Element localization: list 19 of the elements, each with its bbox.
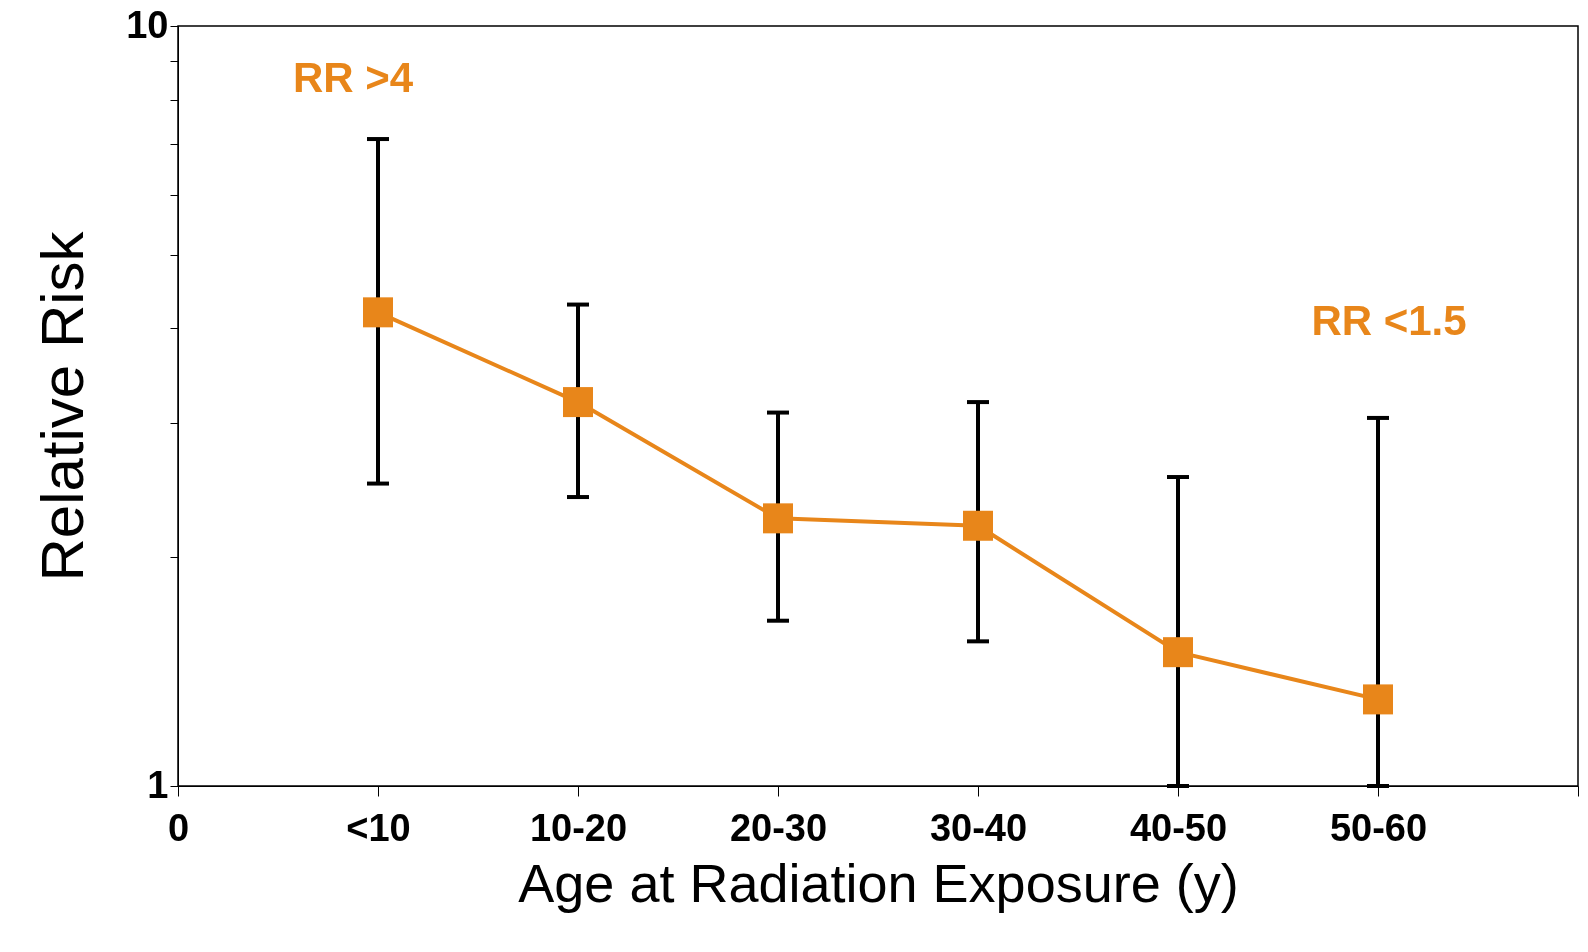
point	[963, 510, 993, 541]
point	[1363, 684, 1393, 715]
x-tick-label: 50-60	[1329, 806, 1428, 849]
x-tick-label: 30-40	[929, 806, 1028, 849]
x-tick-label: <10	[346, 806, 411, 849]
point	[563, 387, 593, 418]
x-axis-title: Age at Radiation Exposure (y)	[518, 852, 1239, 913]
point	[763, 503, 793, 534]
x-tick-label: 0	[167, 806, 190, 849]
y-axis-title: Relative Risk	[29, 230, 97, 582]
point	[1163, 637, 1193, 668]
y-tick-label: 1	[147, 763, 169, 806]
annotation: RR >4	[292, 54, 414, 102]
x-tick-label: 20-30	[729, 806, 828, 849]
y-tick-label: 10	[126, 3, 169, 46]
x-tick-label: 40-50	[1129, 806, 1228, 849]
x-tick-label: 10-20	[529, 806, 628, 849]
point	[363, 297, 393, 328]
annotation: RR <1.5	[1311, 297, 1467, 345]
